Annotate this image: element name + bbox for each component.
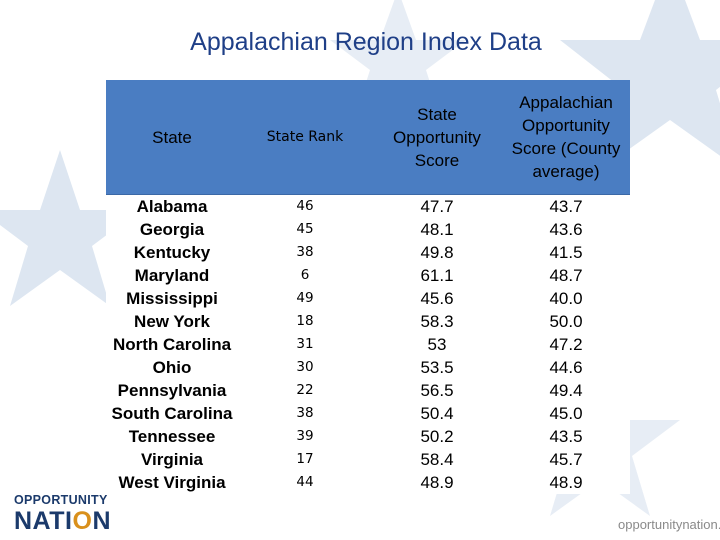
logo-line-1: OPPORTUNITY <box>14 493 108 507</box>
cell-state-rank: 39 <box>296 428 314 444</box>
table-row: Virginia 17 58.4 45.7 <box>106 448 630 471</box>
cell-state-score: 53.5 <box>420 358 454 377</box>
page-title: Appalachian Region Index Data <box>190 28 542 56</box>
cell-state-score: 48.1 <box>420 220 454 239</box>
cell-appalachian-score: 43.7 <box>549 197 583 216</box>
cell-state: New York <box>134 312 210 331</box>
cell-appalachian-score: 47.2 <box>549 335 583 354</box>
header-state-opportunity-score: State Opportunity Score <box>372 80 502 195</box>
cell-state-score: 49.8 <box>420 243 454 262</box>
cell-state-score: 45.6 <box>420 289 454 308</box>
index-data-table: State State Rank State Opportunity Score… <box>106 80 630 494</box>
footer-url: opportunitynation.org <box>618 517 720 532</box>
cell-state-score: 50.4 <box>420 404 454 423</box>
cell-state: Tennessee <box>128 427 216 446</box>
logo-text-a: NATI <box>14 506 73 535</box>
cell-state-rank: 18 <box>296 313 314 329</box>
cell-state-rank: 31 <box>296 336 314 352</box>
cell-appalachian-score: 41.5 <box>549 243 583 262</box>
cell-state-rank: 6 <box>300 267 310 283</box>
cell-state-score: 48.9 <box>420 473 454 492</box>
header-appalachian-opportunity-score: Appalachian Opportunity Score (County av… <box>502 80 630 195</box>
cell-state-score: 56.5 <box>420 381 454 400</box>
cell-state-rank: 38 <box>296 405 314 421</box>
table-row: North Carolina 31 53 47.2 <box>106 333 630 356</box>
cell-state: Maryland <box>134 266 210 285</box>
table-row: Pennsylvania 22 56.5 49.4 <box>106 379 630 402</box>
cell-state-rank: 17 <box>296 451 314 467</box>
star-shape-left <box>0 150 140 306</box>
cell-appalachian-score: 43.5 <box>549 427 583 446</box>
cell-state-score: 58.3 <box>420 312 454 331</box>
cell-state-rank: 38 <box>296 244 314 260</box>
cell-state: North Carolina <box>112 335 232 354</box>
table-row: Georgia 45 48.1 43.6 <box>106 218 630 241</box>
cell-state: Ohio <box>152 358 192 377</box>
table-row: Alabama 46 47.7 43.7 <box>106 194 630 218</box>
cell-state-rank: 30 <box>296 359 314 375</box>
table-row: Mississippi 49 45.6 40.0 <box>106 287 630 310</box>
cell-state: Georgia <box>139 220 205 239</box>
cell-state-score: 61.1 <box>420 266 454 285</box>
table-row: Tennessee 39 50.2 43.5 <box>106 425 630 448</box>
cell-appalachian-score: 45.7 <box>549 450 583 469</box>
cell-state: Pennsylvania <box>117 381 227 400</box>
cell-state: Virginia <box>140 450 204 469</box>
table-row: Maryland 6 61.1 48.7 <box>106 264 630 287</box>
opportunity-nation-logo: OPPORTUNITY NATION <box>14 494 111 534</box>
cell-state-rank: 44 <box>296 474 314 490</box>
cell-state: South Carolina <box>111 404 233 423</box>
cell-appalachian-score: 43.6 <box>549 220 583 239</box>
table-row: New York 18 58.3 50.0 <box>106 310 630 333</box>
table-row: Ohio 30 53.5 44.6 <box>106 356 630 379</box>
logo-o: O <box>72 506 93 535</box>
cell-state-rank: 46 <box>296 198 314 214</box>
cell-appalachian-score: 50.0 <box>549 312 583 331</box>
table-row: South Carolina 38 50.4 45.0 <box>106 402 630 425</box>
table-body: Alabama 46 47.7 43.7 Georgia 45 48.1 43.6 Kentuc… <box>106 194 630 494</box>
logo-line-2: NATION <box>14 506 111 535</box>
cell-state-score: 58.4 <box>420 450 454 469</box>
cell-appalachian-score: 45.0 <box>549 404 583 423</box>
cell-state-rank: 45 <box>296 221 314 237</box>
cell-state: Mississippi <box>126 289 218 308</box>
cell-state: West Virginia <box>118 473 226 492</box>
table-header-row: State State Rank State Opportunity Score… <box>106 80 630 195</box>
cell-state-score: 50.2 <box>420 427 454 446</box>
cell-appalachian-score: 49.4 <box>549 381 583 400</box>
cell-appalachian-score: 48.7 <box>549 266 583 285</box>
cell-state: Alabama <box>136 197 208 216</box>
cell-state-score: 53 <box>427 335 447 354</box>
cell-state-rank: 49 <box>296 290 314 306</box>
star-shape-right <box>560 0 720 170</box>
table-row: West Virginia 44 48.9 48.9 <box>106 471 630 494</box>
cell-state: Kentucky <box>133 243 211 262</box>
header-state-rank: State Rank <box>238 80 372 195</box>
cell-appalachian-score: 44.6 <box>549 358 583 377</box>
cell-state-rank: 22 <box>296 382 314 398</box>
table-row: Kentucky 38 49.8 41.5 <box>106 241 630 264</box>
header-state: State <box>106 80 238 195</box>
logo-text-b: N <box>92 506 111 535</box>
cell-state-score: 47.7 <box>420 197 454 216</box>
cell-appalachian-score: 40.0 <box>549 289 583 308</box>
cell-appalachian-score: 48.9 <box>549 473 583 492</box>
